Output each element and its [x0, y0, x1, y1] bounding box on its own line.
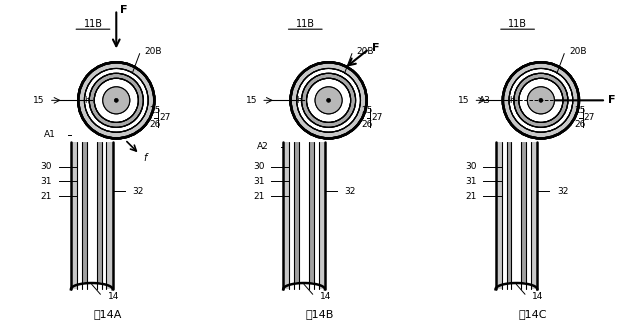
Circle shape [539, 98, 543, 102]
Text: A2: A2 [257, 143, 268, 152]
Text: A3: A3 [479, 96, 491, 105]
Text: 21: 21 [465, 192, 477, 201]
Circle shape [315, 87, 342, 114]
Circle shape [103, 87, 130, 114]
Text: h: h [84, 96, 90, 105]
Polygon shape [90, 74, 143, 127]
Text: 11B: 11B [508, 19, 527, 29]
Text: 26: 26 [149, 120, 161, 129]
Circle shape [291, 62, 367, 138]
Text: 27: 27 [372, 113, 383, 122]
Text: 32: 32 [132, 187, 143, 195]
Polygon shape [503, 62, 579, 138]
Circle shape [315, 87, 342, 114]
Text: 図14B: 図14B [306, 309, 334, 319]
Text: 21: 21 [41, 192, 52, 201]
Text: 32: 32 [344, 187, 356, 195]
Circle shape [527, 87, 554, 114]
Polygon shape [514, 74, 568, 127]
Polygon shape [301, 74, 356, 127]
Text: A1: A1 [44, 130, 56, 139]
Text: 25: 25 [149, 106, 161, 115]
Text: 26: 26 [362, 120, 373, 129]
Circle shape [539, 98, 543, 102]
Text: 25: 25 [574, 106, 586, 115]
Text: 25: 25 [362, 106, 373, 115]
Text: 15: 15 [246, 96, 257, 105]
Text: 15: 15 [458, 96, 469, 105]
Text: 26: 26 [574, 120, 586, 129]
Polygon shape [78, 62, 154, 138]
Text: 14: 14 [108, 292, 119, 301]
Circle shape [326, 98, 330, 102]
Text: 27: 27 [584, 113, 595, 122]
Polygon shape [291, 62, 367, 138]
Text: h: h [509, 96, 515, 105]
Text: 図14C: 図14C [518, 309, 547, 319]
Text: 21: 21 [253, 192, 264, 201]
Text: 27: 27 [159, 113, 171, 122]
Text: 20B: 20B [145, 47, 162, 56]
Text: 11B: 11B [296, 19, 315, 29]
Circle shape [115, 98, 118, 102]
Text: 11B: 11B [83, 19, 102, 29]
Circle shape [527, 87, 554, 114]
Text: 32: 32 [557, 187, 568, 195]
Circle shape [78, 62, 154, 138]
Text: 31: 31 [465, 177, 477, 186]
Text: F: F [609, 95, 616, 105]
Circle shape [115, 98, 118, 102]
Text: 14: 14 [532, 292, 543, 301]
Text: f: f [143, 153, 147, 163]
Circle shape [103, 87, 130, 114]
Text: 20B: 20B [357, 47, 374, 56]
Text: 14: 14 [320, 292, 332, 301]
Text: F: F [120, 4, 127, 14]
Text: 30: 30 [253, 162, 264, 171]
Circle shape [503, 62, 579, 138]
Text: 20B: 20B [569, 47, 587, 56]
Text: 31: 31 [40, 177, 52, 186]
Text: 30: 30 [465, 162, 477, 171]
Text: F: F [372, 43, 379, 53]
Text: 31: 31 [253, 177, 264, 186]
Circle shape [326, 98, 330, 102]
Text: 図14A: 図14A [93, 309, 122, 319]
Text: 15: 15 [33, 96, 45, 105]
Text: 30: 30 [40, 162, 52, 171]
Text: h: h [297, 96, 302, 105]
